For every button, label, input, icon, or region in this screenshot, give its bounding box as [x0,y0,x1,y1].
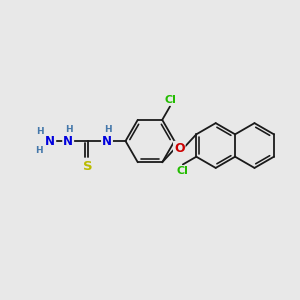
Text: S: S [83,160,92,172]
Text: N: N [63,134,73,148]
Text: H: H [36,127,44,136]
Text: N: N [45,134,55,148]
Text: O: O [174,142,184,155]
Text: N: N [102,134,112,148]
Text: H: H [35,146,43,154]
Text: H: H [65,125,73,134]
Text: Cl: Cl [177,166,189,176]
Text: H: H [104,125,111,134]
Text: Cl: Cl [164,95,176,105]
